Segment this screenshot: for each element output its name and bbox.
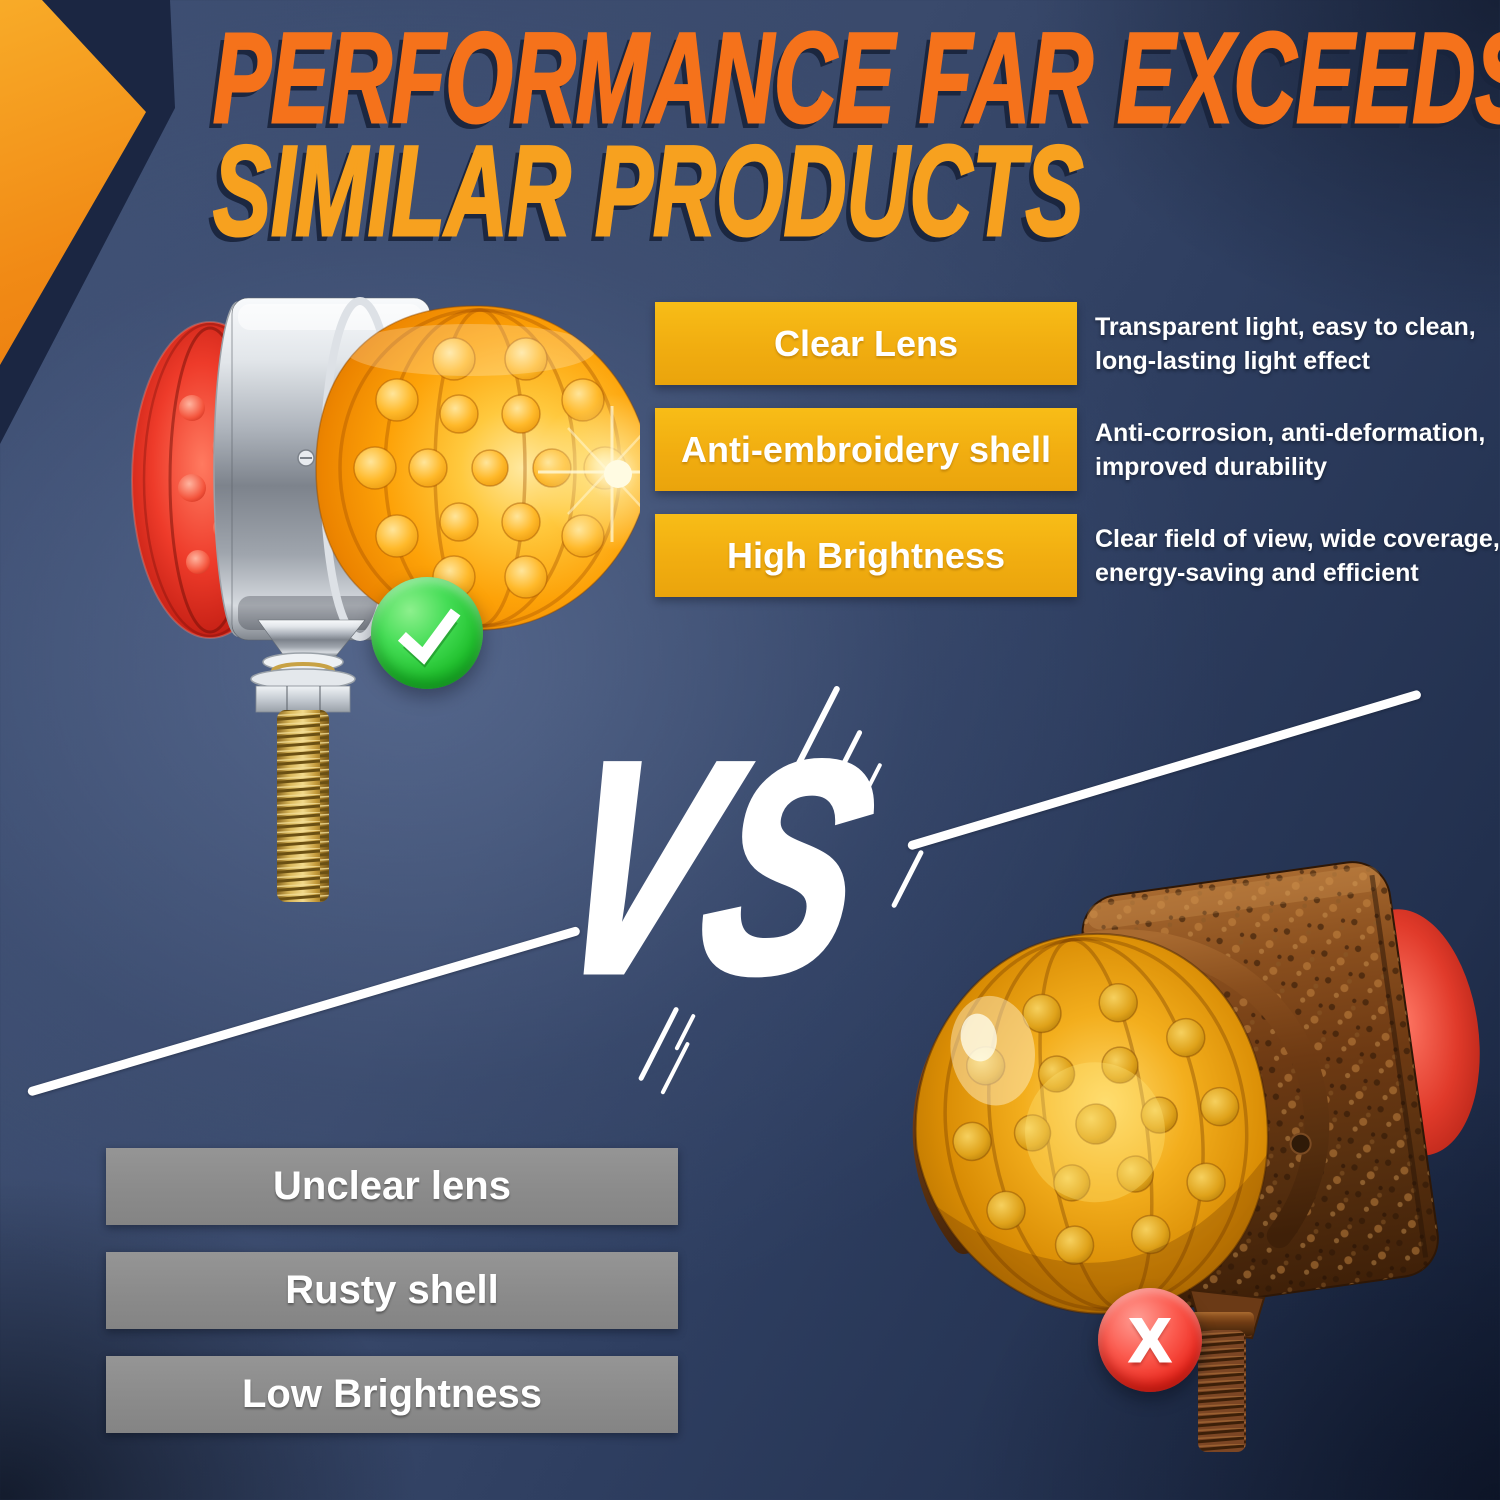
x-icon: X [1128,1305,1171,1375]
good-amber-lens [315,305,640,631]
feature-description: Anti-corrosion, anti-deformation, improv… [1095,418,1486,481]
title-line-2: SIMILAR PRODUCTS [212,120,1084,263]
feature-description: Clear field of view, wide coverage, ener… [1095,524,1500,587]
feature-badge-high-brightness: High Brightness [655,514,1077,597]
good-mounting-stud [250,619,366,902]
con-badge-low-brightness: Low Brightness [106,1356,678,1433]
divider-line-right [906,689,1422,851]
feature-row: Clear Lens Transparent light, easy to cl… [655,302,1500,385]
divider-line-left [26,925,581,1097]
check-icon [397,608,461,668]
feature-badge-clear-lens: Clear Lens [655,302,1077,385]
feature-row: Anti-embroidery shell Anti-corrosion, an… [655,408,1500,491]
page-title: PERFORMANCE FAR EXCEEDS SIMILAR PRODUCTS [212,7,1500,263]
feature-row: High Brightness Clear field of view, wid… [655,514,1500,597]
feature-description: Transparent light, easy to clean, long-l… [1095,312,1476,375]
title-line-1: PERFORMANCE FAR EXCEEDS [212,7,1500,150]
con-badge-rusty-shell: Rusty shell [106,1252,678,1329]
check-badge [371,577,483,689]
feature-badge-anti-embroidery: Anti-embroidery shell [655,408,1077,491]
bad-product-image [912,861,1480,1452]
con-badge-unclear-lens: Unclear lens [106,1148,678,1225]
good-product-image [131,297,640,902]
bad-mounting-stud [1188,1288,1266,1452]
x-badge: X [1098,1288,1202,1392]
